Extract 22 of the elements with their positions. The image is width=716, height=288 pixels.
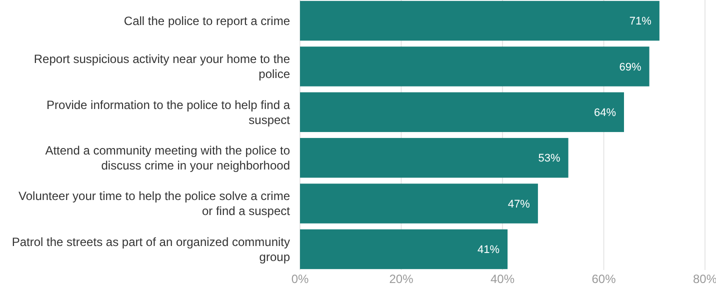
data-label: 41%	[478, 244, 500, 256]
data-label: 71%	[629, 16, 652, 28]
data-label: 64%	[594, 107, 616, 120]
bar	[300, 92, 624, 132]
x-tick-label: 0%	[291, 272, 309, 286]
y-tick-label: Call the police to report a crime	[124, 14, 290, 28]
bar	[300, 138, 568, 178]
bar	[300, 0, 660, 41]
y-tick-label: Provide information to the police to help find a suspect	[46, 98, 291, 127]
x-tick-label: 20%	[389, 272, 414, 286]
bar	[300, 46, 650, 86]
y-tick-label: Patrol the streets as part of an organized community group	[12, 234, 290, 264]
data-label: 69%	[619, 61, 642, 74]
bar	[300, 229, 508, 270]
data-label: 53%	[538, 152, 561, 165]
data-label: 47%	[508, 198, 530, 210]
bar	[300, 184, 538, 224]
y-tick-label: Report suspicious activity near your home to the police	[34, 52, 290, 82]
x-tick-label: 60%	[592, 272, 616, 286]
y-tick-label: Attend a community meeting with the police to discuss crime in your neighborhood	[45, 144, 290, 173]
x-tick-label: 40%	[490, 272, 515, 286]
y-tick-label: Volunteer your time to help the police solve a crime or find a suspect	[18, 189, 291, 218]
